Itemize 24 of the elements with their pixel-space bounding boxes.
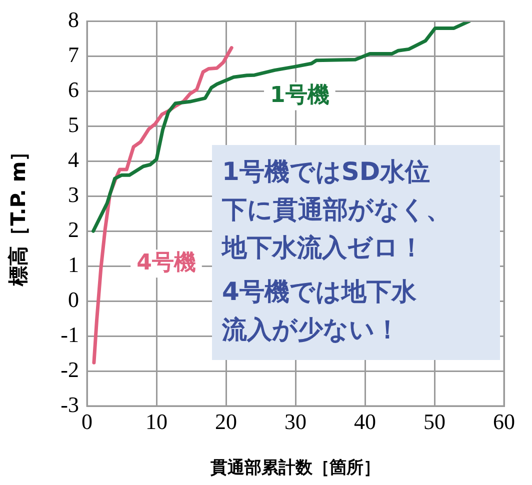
y-tick-label: 1 bbox=[68, 252, 79, 277]
series-label: 4号機 bbox=[136, 250, 196, 276]
y-tick-label: -3 bbox=[60, 392, 79, 417]
x-tick-label: 30 bbox=[284, 408, 306, 434]
y-tick-label: 8 bbox=[68, 6, 79, 32]
annotation: 1号機ではSD水位下に貫通部がなく、地下水流入ゼロ！ bbox=[222, 156, 452, 264]
x-tick-label: 20 bbox=[215, 408, 237, 434]
series-label: 1号機 bbox=[270, 82, 330, 108]
y-tick-label: 7 bbox=[68, 42, 79, 67]
y-tick-label: 4 bbox=[68, 146, 79, 172]
x-tick-label: 10 bbox=[146, 408, 168, 434]
x-axis-title: 貫通部累計数［箇所］ bbox=[210, 458, 380, 478]
y-tick-label: 2 bbox=[68, 216, 79, 242]
y-tick-label: 3 bbox=[68, 182, 79, 207]
y-tick-label: -2 bbox=[60, 356, 79, 382]
x-tick-label: 50 bbox=[424, 408, 446, 434]
y-tick-label: 5 bbox=[68, 112, 79, 137]
x-tick-label: 40 bbox=[354, 408, 376, 434]
y-tick-label: -1 bbox=[60, 322, 79, 347]
x-tick-label: 60 bbox=[493, 408, 515, 434]
y-axis-title: 標高［T.P. m］ bbox=[6, 141, 30, 287]
annotation: 4号機では地下水流入が少ない！ bbox=[222, 276, 418, 346]
y-tick-label: 0 bbox=[68, 286, 79, 312]
y-tick-label: 6 bbox=[68, 76, 79, 102]
